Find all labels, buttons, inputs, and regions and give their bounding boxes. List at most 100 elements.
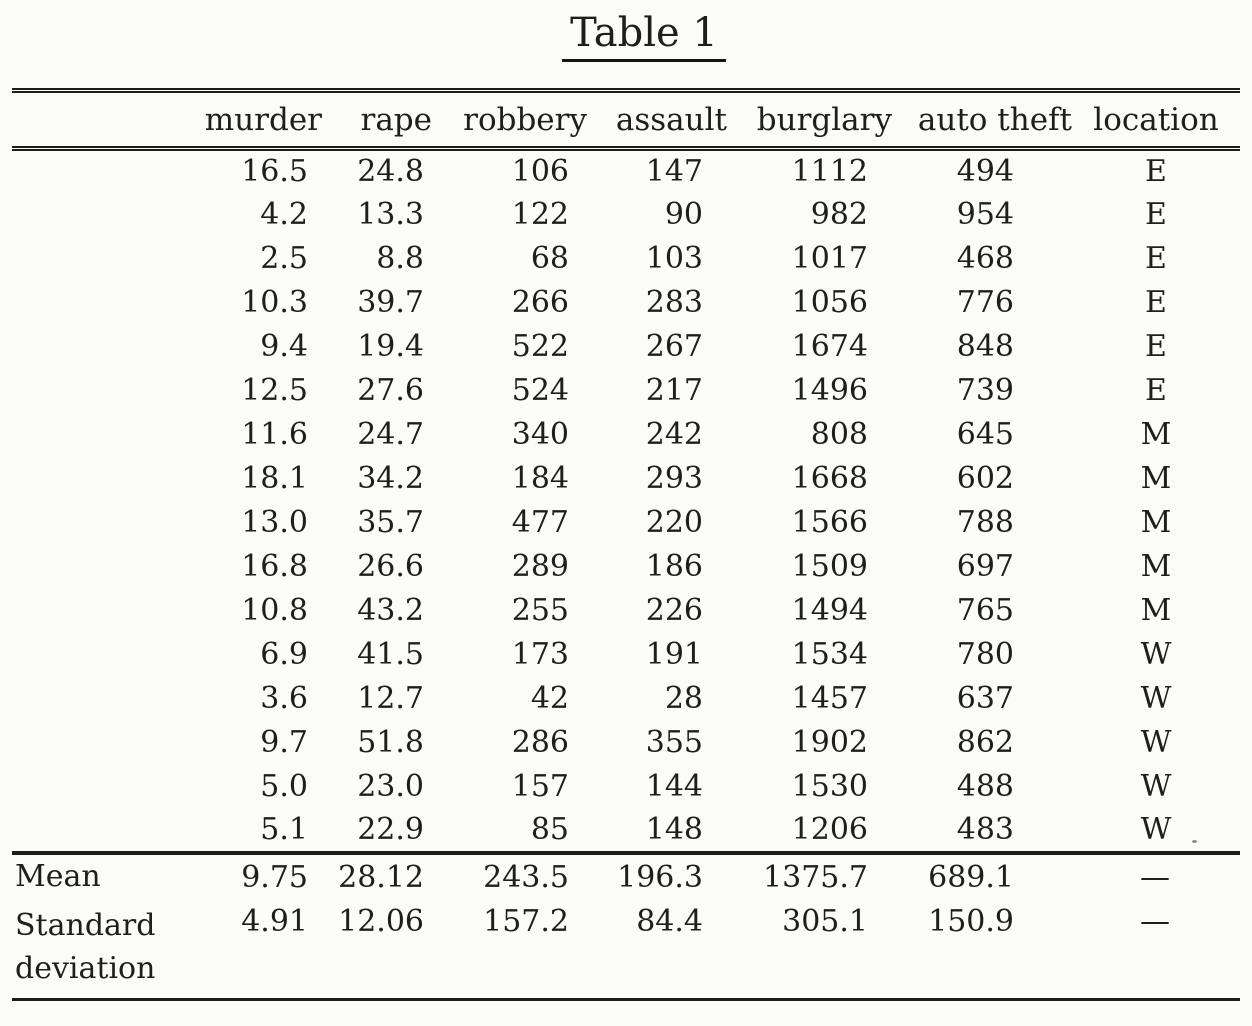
cell: 1056: [791, 285, 868, 320]
cell: W: [1140, 637, 1172, 672]
cell: 522: [511, 329, 569, 364]
column-header-rape: rape: [360, 101, 433, 138]
cell: 267: [645, 329, 703, 364]
cell: E: [1145, 154, 1167, 190]
cell: 286: [511, 725, 569, 760]
table-row: 11.6 24.7 340 242 808 645 M: [12, 413, 1240, 457]
summary-row: Mean 9.75 28.12 243.5 196.3 1375.7 689.1 —: [12, 853, 1240, 900]
table-header: murder rape robbery assault burglary auto the…: [12, 91, 1240, 149]
cell: 645: [956, 417, 1014, 452]
header-corner-cell: [12, 91, 187, 149]
cell: 19.4: [357, 329, 424, 364]
summary-label: Standard deviation: [15, 907, 156, 987]
row-label-cell: [12, 677, 187, 721]
row-label-cell: [12, 193, 187, 237]
cell: W: [1140, 769, 1172, 804]
cell: 42: [530, 681, 569, 716]
summary-cell: 9.75: [241, 859, 308, 895]
row-label-cell: [12, 721, 187, 765]
cell: 1112: [791, 154, 868, 190]
cell: 26.6: [357, 549, 424, 584]
row-label-cell: [12, 633, 187, 677]
cell: 1494: [791, 593, 868, 628]
cell: 982: [810, 197, 868, 232]
cell: 147: [645, 154, 703, 190]
table-row: 10.8 43.2 255 226 1494 765 M: [12, 589, 1240, 633]
row-label-cell: [12, 809, 187, 853]
cell: 355: [645, 725, 703, 760]
cell: 13.0: [241, 505, 308, 540]
cell: 289: [511, 549, 569, 584]
table-row: 9.4 19.4 522 267 1674 848 E: [12, 325, 1240, 369]
table-row: 12.5 27.6 524 217 1496 739 E: [12, 369, 1240, 413]
table-row: 16.8 26.6 289 186 1509 697 M: [12, 545, 1240, 589]
table-body: 16.5 24.8 106 147 1112 494 E 4.2 13.3 122 90 982 954…: [12, 149, 1240, 853]
cell: 10.3: [241, 285, 308, 320]
cell: 524: [511, 373, 569, 408]
table-row: 6.9 41.5 173 191 1534 780 W: [12, 633, 1240, 677]
cell: M: [1140, 549, 1172, 584]
table-row: 13.0 35.7 477 220 1566 788 M: [12, 501, 1240, 545]
summary-cell: 12.06: [338, 903, 424, 939]
scanned-page: Table 1 murder rape robbery assault burglary…: [12, 0, 1252, 1001]
cell: 13.3: [357, 197, 424, 232]
summary-cell: 150.9: [928, 903, 1014, 939]
cell: M: [1140, 417, 1172, 452]
cell: 12.7: [357, 681, 424, 716]
cell: 494: [956, 154, 1014, 190]
cell: 5.0: [260, 769, 308, 804]
cell: 1530: [791, 769, 868, 804]
cell: E: [1145, 197, 1167, 232]
cell: 283: [645, 285, 703, 320]
table-summary: Mean 9.75 28.12 243.5 196.3 1375.7 689.1— Stand…: [12, 853, 1240, 1000]
header-row: murder rape robbery assault burglary auto the…: [12, 91, 1240, 149]
title-block: Table 1: [30, 0, 1252, 62]
cell: 43.2: [357, 593, 424, 628]
cell: 35.7: [357, 505, 424, 540]
row-label-cell: [12, 325, 187, 369]
cell: 186: [645, 549, 703, 584]
cell: 739: [956, 373, 1014, 408]
row-label-cell: [12, 149, 187, 193]
cell: 51.8: [357, 725, 424, 760]
cell: 3.6: [260, 681, 308, 716]
cell: 220: [645, 505, 703, 540]
summary-cell: 196.3: [617, 859, 703, 895]
cell: 68: [530, 241, 569, 276]
cell: 765: [956, 593, 1014, 628]
row-label-cell: [12, 281, 187, 325]
cell: 637: [956, 681, 1014, 716]
cell: M: [1140, 461, 1172, 496]
table-row: 3.6 12.7 42 28 1457 637 W: [12, 677, 1240, 721]
cell: E: [1145, 329, 1167, 364]
summary-cell: 243.5: [483, 859, 569, 895]
cell: 9.4: [260, 329, 308, 364]
row-label-cell: [12, 369, 187, 413]
cell: 468: [956, 241, 1014, 276]
summary-cell: 4.91: [241, 903, 308, 939]
cell: 24.8: [357, 154, 424, 190]
cell: 780: [956, 637, 1014, 672]
table-row: 9.7 51.8 286 355 1902 862 W: [12, 721, 1240, 765]
cell: 103: [645, 241, 703, 276]
cell: 1674: [791, 329, 868, 364]
cell: 1566: [791, 505, 868, 540]
cell: 148: [645, 812, 703, 847]
summary-cell: 689.1: [928, 859, 1014, 895]
cell: 16.5: [241, 154, 308, 190]
cell: 340: [511, 417, 569, 452]
row-label-cell: [12, 501, 187, 545]
cell: 122: [511, 197, 569, 232]
cell: 602: [956, 461, 1014, 496]
cell: 293: [645, 461, 703, 496]
cell: 16.8: [241, 549, 308, 584]
table-row: 4.2 13.3 122 90 982 954 E: [12, 193, 1240, 237]
cell: 23.0: [357, 769, 424, 804]
cell: 9.7: [260, 725, 308, 760]
column-header-murder: murder: [204, 101, 322, 138]
cell: E: [1145, 241, 1167, 276]
table-row: 18.1 34.2 184 293 1668 602 M: [12, 457, 1240, 501]
cell: 39.7: [357, 285, 424, 320]
cell: 10.8: [241, 593, 308, 628]
cell: 24.7: [357, 417, 424, 452]
